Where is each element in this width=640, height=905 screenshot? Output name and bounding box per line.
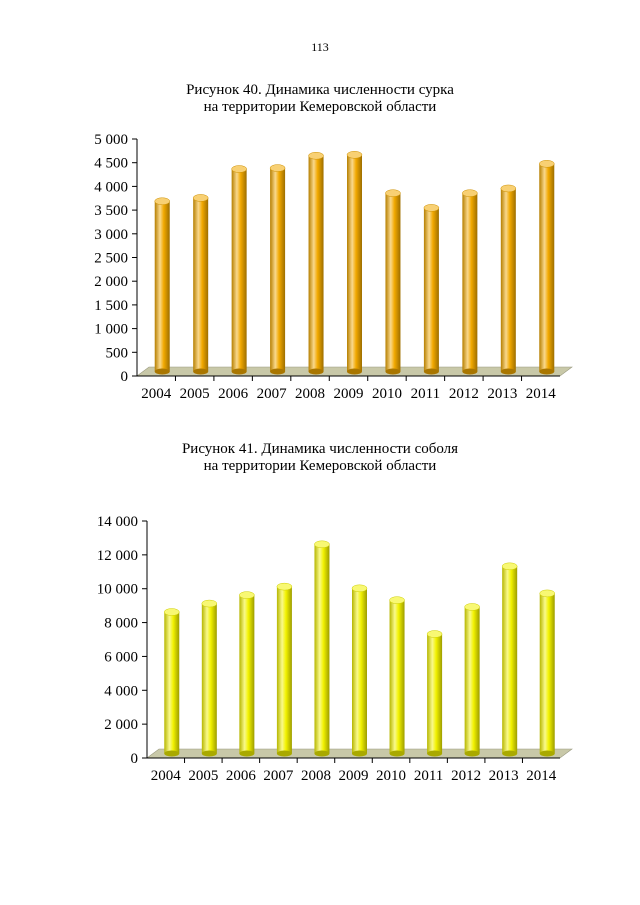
x-tick-label: 2007 bbox=[257, 386, 288, 402]
y-tick-label: 4 500 bbox=[94, 156, 128, 172]
bar bbox=[269, 164, 286, 375]
bar bbox=[314, 540, 330, 757]
bar bbox=[192, 194, 209, 375]
bar bbox=[164, 608, 180, 757]
bar bbox=[426, 630, 443, 757]
sable-population-chart: 0 2 000 4 000 6 000 8 000 10 000 12 000 14 000 2… bbox=[97, 514, 573, 784]
y-tick-label: 6 000 bbox=[104, 649, 138, 665]
bar bbox=[346, 151, 363, 375]
figure-41-title-line2: на территории Кемеровской области bbox=[203, 458, 437, 474]
y-tick-label: 3 000 bbox=[94, 227, 128, 243]
bar bbox=[501, 562, 518, 757]
x-tick-label: 2009 bbox=[339, 768, 369, 784]
bar bbox=[462, 189, 478, 375]
x-tick-label: 2008 bbox=[295, 386, 325, 402]
y-tick-label: 2 000 bbox=[94, 274, 128, 290]
figure-40-caption: Рисунок 40. Динамика численности сурка н… bbox=[0, 82, 640, 116]
x-tick-label: 2014 bbox=[526, 386, 557, 402]
x-tick-label: 2009 bbox=[334, 386, 364, 402]
bar bbox=[201, 599, 218, 757]
y-tick-label: 2 500 bbox=[94, 251, 128, 267]
figure-41-title-line1: Рисунок 41. Динамика численности соболя bbox=[181, 441, 459, 457]
x-tick-label: 2005 bbox=[188, 768, 218, 784]
x-tick-label: 2013 bbox=[487, 386, 517, 402]
y-tick-label: 8 000 bbox=[104, 616, 138, 632]
y-tick-label: 4 000 bbox=[94, 179, 128, 195]
x-tick-label: 2007 bbox=[263, 768, 294, 784]
x-tick-label: 2013 bbox=[489, 768, 519, 784]
bar bbox=[500, 184, 517, 375]
y-tick-label: 2 000 bbox=[104, 717, 138, 733]
x-tick-label: 2014 bbox=[526, 768, 557, 784]
bar bbox=[423, 204, 440, 375]
page-number: 113 bbox=[311, 40, 329, 54]
y-tick-label: 0 bbox=[121, 369, 129, 385]
y-tick-label: 1 500 bbox=[94, 298, 128, 314]
marmot-population-chart: 0 500 1 000 1 500 2 000 2 500 3 000 3 500 4 000 4… bbox=[94, 132, 573, 402]
x-tick-label: 2011 bbox=[411, 386, 440, 402]
x-tick-label: 2008 bbox=[301, 768, 331, 784]
y-tick-label: 500 bbox=[106, 345, 129, 361]
y-tick-label: 10 000 bbox=[97, 582, 138, 598]
bar bbox=[385, 189, 401, 375]
bar bbox=[351, 584, 368, 757]
bar bbox=[239, 591, 255, 757]
bar bbox=[231, 165, 247, 375]
y-tick-label: 3 500 bbox=[94, 203, 128, 219]
bar bbox=[308, 151, 324, 375]
y-tick-label: 0 bbox=[131, 751, 139, 767]
bar bbox=[389, 596, 405, 757]
y-tick-label: 1 000 bbox=[94, 322, 128, 338]
x-tick-label: 2012 bbox=[451, 768, 481, 784]
bar bbox=[154, 197, 170, 375]
x-tick-label: 2004 bbox=[151, 768, 182, 784]
figure-40-title-line1: Рисунок 40. Динамика численности сурка bbox=[186, 82, 454, 98]
x-tick-label: 2012 bbox=[449, 386, 479, 402]
y-tick-label: 4 000 bbox=[104, 683, 138, 699]
x-tick-label: 2010 bbox=[372, 386, 402, 402]
x-tick-label: 2006 bbox=[218, 386, 249, 402]
y-tick-label: 5 000 bbox=[94, 132, 128, 148]
x-tick-label: 2010 bbox=[376, 768, 406, 784]
bar bbox=[276, 582, 293, 757]
figure-41-caption: Рисунок 41. Динамика численности соболя … bbox=[0, 441, 640, 475]
bar bbox=[464, 603, 480, 757]
y-tick-label: 12 000 bbox=[97, 548, 138, 564]
bar bbox=[539, 589, 555, 757]
figure-40-title-line2: на территории Кемеровской области bbox=[203, 99, 437, 115]
x-tick-label: 2004 bbox=[141, 386, 172, 402]
y-tick-label: 14 000 bbox=[97, 514, 138, 530]
x-tick-label: 2011 bbox=[414, 768, 443, 784]
x-tick-label: 2006 bbox=[226, 768, 257, 784]
x-tick-label: 2005 bbox=[180, 386, 210, 402]
bar bbox=[539, 160, 555, 375]
